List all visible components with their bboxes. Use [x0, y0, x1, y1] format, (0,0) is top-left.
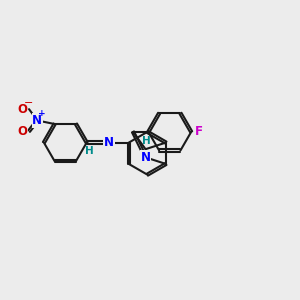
- Text: H: H: [142, 136, 151, 146]
- Text: +: +: [38, 110, 46, 118]
- Text: F: F: [195, 125, 203, 138]
- Text: −: −: [24, 98, 33, 108]
- Text: O: O: [17, 125, 28, 138]
- Text: H: H: [85, 146, 93, 156]
- Text: N: N: [32, 114, 42, 127]
- Text: N: N: [141, 151, 151, 164]
- Text: O: O: [17, 103, 28, 116]
- Text: N: N: [104, 136, 114, 149]
